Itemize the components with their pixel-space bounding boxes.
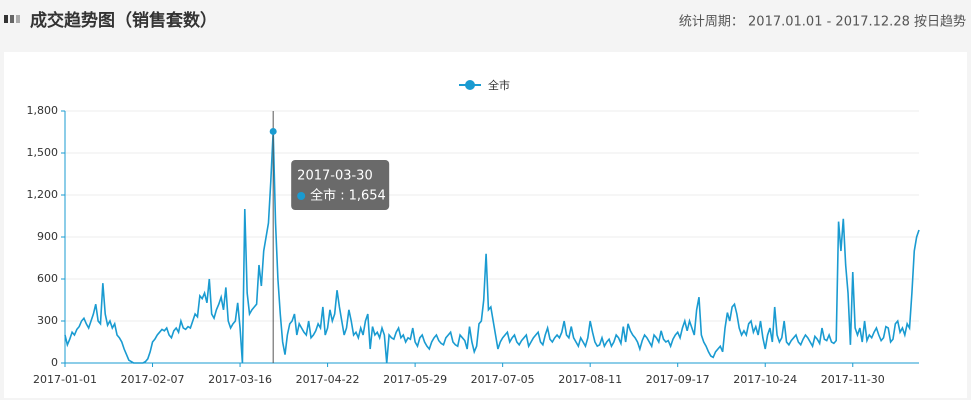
x-tick-label: 2017-01-01 [33, 373, 97, 386]
y-tick-label: 300 [37, 314, 58, 327]
tooltip-name: 全市 [310, 188, 336, 204]
y-tick-label: 1,800 [27, 104, 59, 117]
y-tick-label: 0 [51, 356, 58, 369]
y-tick-label: 900 [37, 230, 58, 243]
x-tick-label: 2017-10-24 [733, 373, 797, 386]
title-icon [16, 15, 20, 23]
x-tick-label: 2017-04-22 [296, 373, 360, 386]
x-tick-label: 2017-03-16 [208, 373, 272, 386]
x-tick-label: 2017-08-11 [558, 373, 622, 386]
title-icon [10, 15, 14, 23]
legend-dot [465, 80, 475, 90]
series-line [64, 131, 920, 364]
y-tick-label: 600 [37, 272, 58, 285]
tooltip-box [291, 160, 390, 210]
x-tick-label: 2017-02-07 [121, 373, 185, 386]
x-tick-label: 2017-11-30 [821, 373, 885, 386]
tooltip-value: 1,654 [349, 189, 386, 204]
title-icon [4, 15, 8, 23]
x-tick-label: 2017-07-05 [471, 373, 535, 386]
tooltip-dot [297, 192, 306, 200]
hover-point [269, 127, 277, 135]
legend-label: 全市 [488, 78, 510, 92]
tooltip-sep: : [340, 189, 344, 204]
x-tick-label: 2017-05-29 [383, 373, 447, 386]
y-tick-label: 1,200 [27, 188, 59, 201]
panel [4, 52, 967, 398]
y-tick-label: 1,500 [27, 146, 59, 159]
period: 统计周期： 2017.01.01 - 2017.12.28 按日趋势 [679, 14, 966, 30]
x-tick-label: 2017-09-17 [646, 373, 710, 386]
page-title: 成交趋势图（销售套数） [30, 10, 217, 31]
tooltip-date: 2017-03-30 [297, 169, 373, 184]
